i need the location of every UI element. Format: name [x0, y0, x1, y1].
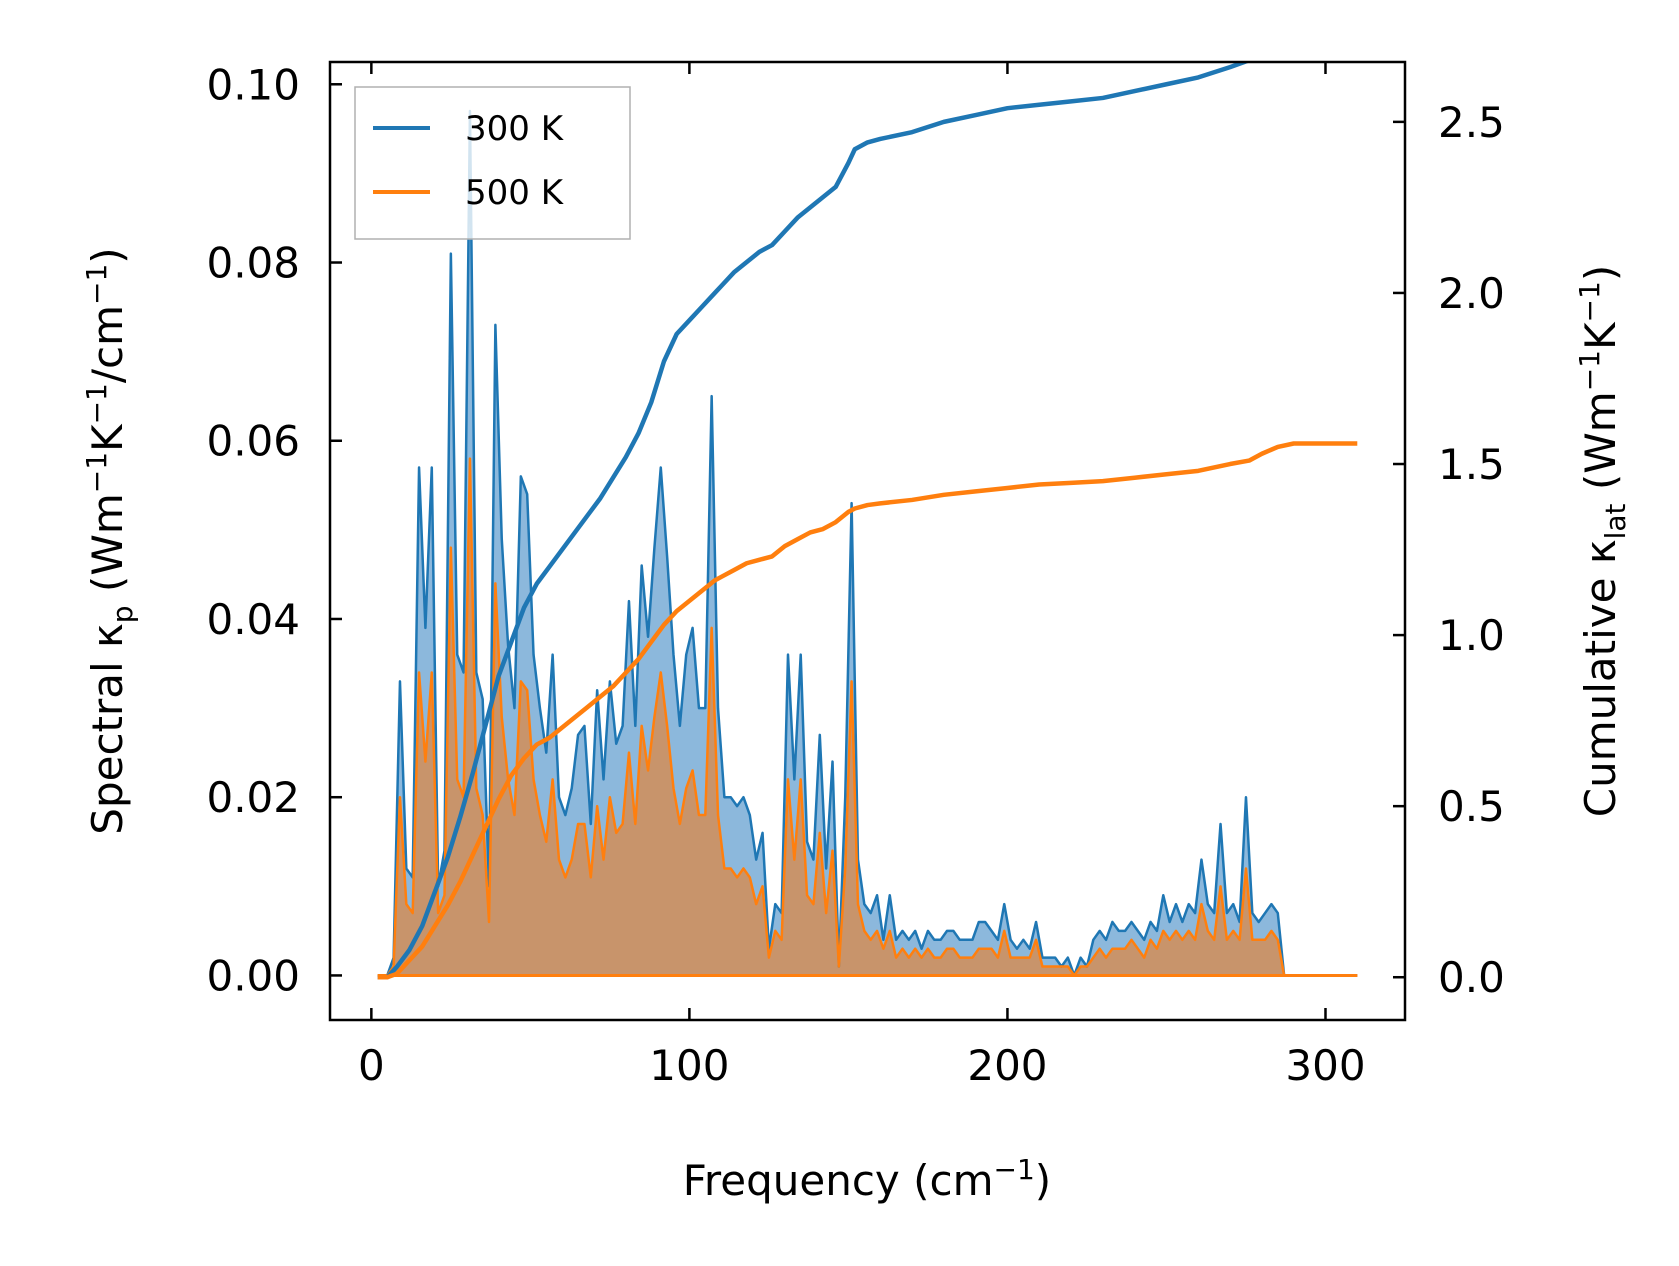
y-tick-label-right: 2.5 — [1438, 98, 1505, 147]
y-tick-label-right: 0.0 — [1438, 953, 1505, 1002]
y-tick-label-right: 2.0 — [1438, 269, 1505, 318]
spectral-line-300k — [377, 109, 1358, 977]
y-tick-label-left: 0.00 — [206, 951, 300, 1000]
spectral-fill-300k — [377, 111, 1358, 976]
y-tick-label-right: 1.0 — [1438, 611, 1505, 660]
x-tick-label: 0 — [358, 1041, 385, 1090]
cumulative-line-500k — [377, 441, 1358, 980]
y-tick-label-left: 0.10 — [206, 60, 300, 109]
legend-box — [354, 86, 631, 240]
axis-ticks: 0 100 200 300 0.00 0.02 0.04 0.06 0.08 0.10 0.0 0.5… — [206, 60, 1504, 1090]
legend-label-500k: 500 K — [465, 173, 565, 213]
legend-label-300k: 300 K — [465, 109, 565, 149]
legend: 300 K 500 K — [354, 86, 631, 240]
y-tick-label-left: 0.08 — [206, 239, 300, 288]
spectral-fill-500k — [377, 458, 1358, 976]
cumulative-line-300k — [377, 62, 1251, 980]
y-tick-label-right: 1.5 — [1438, 440, 1505, 489]
y-tick-label-left: 0.04 — [206, 595, 300, 644]
x-axis-label: Frequency (cm−1) — [683, 1153, 1051, 1205]
plot-clip-group — [377, 62, 1358, 980]
y-axis-label-right: Cumulative κlat (Wm−1K−1) — [1573, 265, 1632, 817]
y-tick-label-left: 0.02 — [206, 773, 300, 822]
x-tick-label: 100 — [649, 1041, 729, 1090]
x-tick-label: 300 — [1285, 1041, 1365, 1090]
y-tick-label-right: 0.5 — [1438, 782, 1505, 831]
spectral-line-500k — [377, 457, 1358, 977]
x-tick-label: 200 — [967, 1041, 1047, 1090]
y-tick-label-left: 0.06 — [206, 417, 300, 466]
y-axis-label-left: Spectral κp (Wm−1K−1/cm−1) — [80, 247, 139, 834]
plot-frame — [328, 60, 1407, 1022]
